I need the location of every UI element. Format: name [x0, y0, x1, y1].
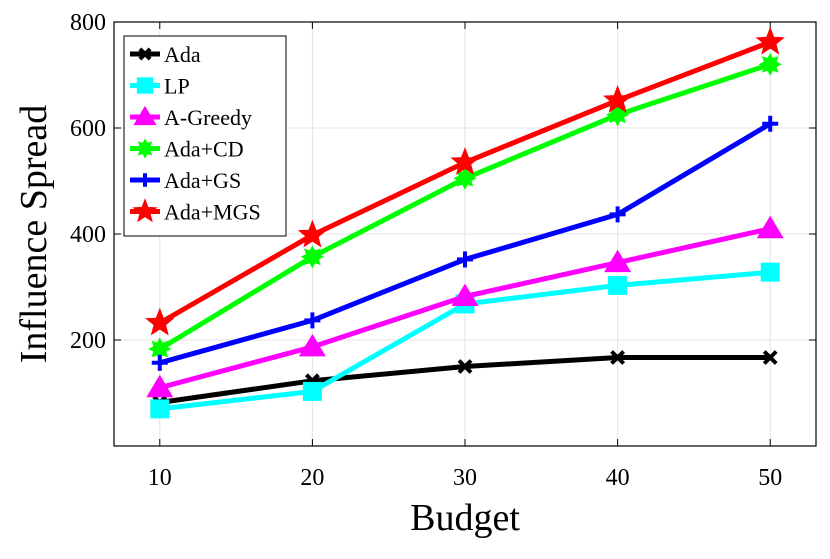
marker-point: [145, 307, 175, 336]
marker-point: [302, 381, 322, 401]
series-group: [145, 26, 785, 419]
marker-point: [304, 312, 321, 329]
marker-point: [457, 359, 473, 374]
marker-point: [602, 84, 633, 113]
marker-point: [138, 173, 152, 187]
legend-entry: Ada+GS: [130, 168, 241, 193]
legend-label: Ada+GS: [164, 168, 241, 193]
x-axis-label: Budget: [410, 497, 520, 539]
marker-point: [300, 245, 325, 269]
marker-point: [134, 138, 156, 159]
legend-label: A-Greedy: [164, 105, 252, 130]
marker-point: [450, 147, 480, 175]
legend-box: [123, 35, 287, 237]
legend-entry: Ada+MGS: [130, 198, 261, 225]
marker-point: [146, 374, 174, 398]
y-tick-label: 600: [70, 116, 106, 142]
y-tick-label: 800: [70, 10, 106, 36]
y-tick-label: 400: [70, 222, 106, 248]
legend-label: Ada: [164, 42, 201, 67]
marker-point: [604, 249, 632, 273]
x-tick-label: 30: [453, 465, 477, 491]
marker-point: [133, 105, 157, 126]
marker-point: [756, 215, 784, 239]
marker-point: [755, 26, 785, 55]
marker-point: [298, 333, 326, 357]
legend: Ada LP A-Greedy Ada+CD Ada+GS Ada+MGS: [123, 35, 287, 237]
legend-label: Ada+CD: [164, 137, 244, 162]
marker-point: [138, 47, 152, 61]
y-tick-label: 200: [70, 328, 106, 354]
marker-point: [150, 399, 170, 419]
legend-entry: Ada: [130, 42, 201, 67]
x-tick-label: 40: [606, 465, 630, 491]
x-tick-label: 20: [300, 465, 324, 491]
marker-point: [151, 354, 168, 371]
series-ada: [152, 350, 778, 410]
marker-point: [136, 77, 154, 94]
marker-point: [457, 251, 473, 268]
marker-point: [610, 350, 626, 365]
x-tick-label: 10: [148, 465, 172, 491]
marker-point: [297, 219, 328, 248]
legend-entry: LP: [130, 74, 190, 99]
marker-point: [608, 275, 628, 295]
marker-point: [609, 206, 626, 223]
legend-label: LP: [164, 74, 190, 99]
marker-point: [453, 166, 477, 191]
series-ada-gs: [151, 115, 779, 371]
series-ada-mgs: [145, 26, 785, 336]
marker-point: [760, 262, 780, 282]
axis-ticks: 10 20 30 40 50 200 400 600 800: [70, 10, 816, 491]
legend-entry: A-Greedy: [130, 105, 252, 130]
marker-point: [758, 52, 782, 77]
marker-point: [451, 283, 479, 307]
legend-entry: Ada+CD: [130, 137, 244, 162]
marker-point: [762, 115, 779, 132]
y-axis-label: Influence Spread: [13, 105, 55, 364]
series-a-greedy: [146, 215, 784, 398]
x-tick-label: 50: [758, 465, 782, 491]
legend-label: Ada+MGS: [164, 200, 261, 225]
marker-point: [132, 198, 158, 223]
marker-point: [762, 350, 778, 365]
